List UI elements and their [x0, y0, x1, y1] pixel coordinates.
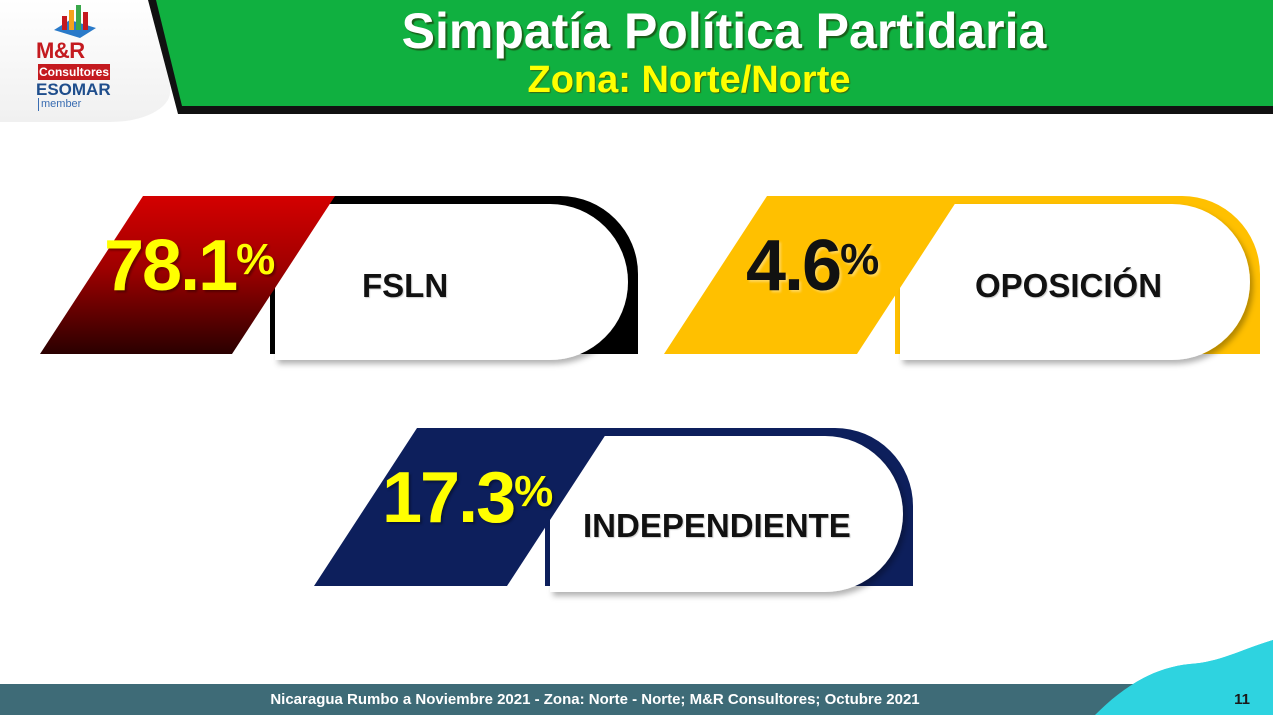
logo-area: M&R Consultores ESOMAR member [0, 0, 170, 122]
footer-source: Nicaragua Rumbo a Noviembre 2021 - Zona:… [270, 691, 920, 708]
logo-brand-sub: Consultores [38, 64, 110, 80]
logo-association: ESOMAR [36, 80, 111, 99]
value-label-oposicion: 4.6% [746, 226, 880, 306]
footer-bar [0, 684, 1273, 715]
header-banner [148, 0, 1273, 114]
value-label-fsln: 78.1% [104, 226, 276, 306]
category-label-oposicion: OPOSICIÓN [975, 267, 1163, 304]
card-oposicion [664, 196, 1260, 360]
category-label-independiente: INDEPENDIENTE [583, 507, 851, 544]
card-fsln [40, 196, 638, 360]
page-title: Simpatía Política Partidaria [401, 3, 1047, 59]
value-label-independiente: 17.3% [382, 458, 554, 538]
category-label-fsln: FSLN [362, 267, 449, 304]
card-independiente [314, 428, 913, 592]
logo-brand: M&R [36, 38, 85, 63]
page-number: 11 [1234, 691, 1250, 708]
page-subtitle: Zona: Norte/Norte [527, 59, 851, 101]
logo-chart-icon [54, 5, 96, 38]
logo-association-sub: member [38, 98, 81, 111]
